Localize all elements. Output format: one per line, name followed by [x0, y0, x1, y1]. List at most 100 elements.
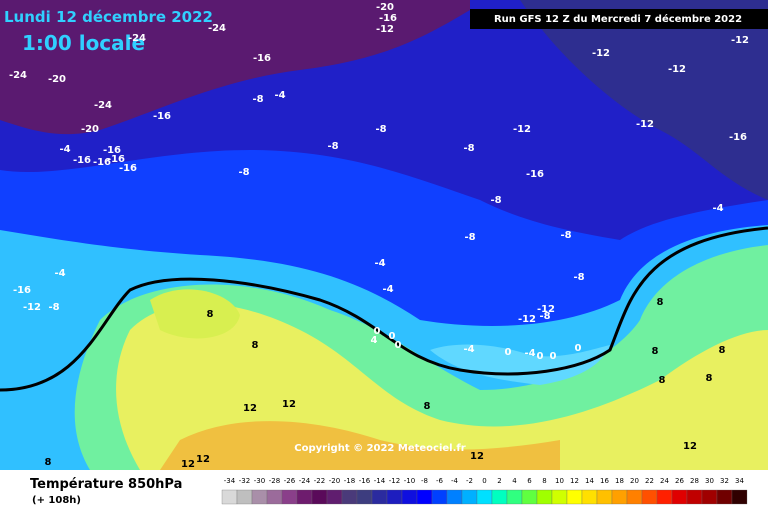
scale-swatch — [581, 489, 598, 505]
isotherm-label: -4 — [54, 268, 65, 279]
scale-swatch — [311, 489, 328, 505]
isotherm-label: -20 — [48, 74, 66, 85]
scale-swatch — [431, 489, 448, 505]
scale-label: -12 — [389, 477, 400, 485]
isotherm-label: 4 — [371, 335, 378, 346]
scale-label: 16 — [600, 477, 609, 485]
scale-swatch — [266, 489, 283, 505]
scale-label: 30 — [705, 477, 714, 485]
isotherm-label: -8 — [252, 94, 263, 105]
isotherm-label: -16 — [526, 169, 544, 180]
isotherm-label: 12 — [196, 454, 210, 465]
isotherm-label: -4 — [463, 344, 474, 355]
scale-swatch — [491, 489, 508, 505]
isotherm-label: -4 — [382, 284, 393, 295]
isotherm-label: -12 — [731, 35, 749, 46]
sea-zone — [430, 344, 610, 385]
scale-label: -30 — [254, 477, 265, 485]
scale-label: -14 — [374, 477, 386, 485]
scale-swatch — [296, 489, 313, 505]
scale-swatch — [686, 489, 703, 505]
isotherm-label: -16 — [93, 157, 111, 168]
isotherm-label: -4 — [59, 144, 70, 155]
scale-label: 32 — [720, 477, 729, 485]
isotherm-label: -4 — [274, 90, 285, 101]
isotherm-label: 12 — [683, 441, 697, 452]
isotherm-label: 12 — [181, 459, 195, 470]
isotherm-label: -24 — [94, 100, 112, 111]
scale-label: 26 — [675, 477, 684, 485]
isotherm-label: -8 — [560, 230, 571, 241]
scale-label: 2 — [497, 477, 501, 485]
scale-label: 10 — [555, 477, 564, 485]
scale-swatch — [356, 489, 373, 505]
scale-label: 0 — [482, 477, 486, 485]
zero-isotherm — [0, 226, 768, 392]
lead-time: (+ 108h) — [32, 495, 81, 506]
scale-label: -26 — [284, 477, 296, 485]
scale-swatch — [716, 489, 733, 505]
scale-label: -18 — [344, 477, 355, 485]
valid-time: 1:00 locale — [22, 31, 145, 55]
isotherm-label: -8 — [464, 232, 475, 243]
scale-swatch — [251, 489, 268, 505]
isotherm-label: 0 — [575, 343, 582, 354]
isotherm-label: -8 — [490, 195, 501, 206]
isotherm-label: -4 — [712, 203, 723, 214]
warm-core — [150, 289, 240, 339]
scale-swatch — [341, 489, 358, 505]
scale-label: 8 — [542, 477, 546, 485]
valid-date: Lundi 12 décembre 2022 — [4, 8, 213, 26]
scale-swatch — [461, 489, 478, 505]
isotherm-label: -8 — [238, 167, 249, 178]
scale-swatch — [641, 489, 658, 505]
isotherm-label: -20 — [81, 124, 99, 135]
scale-label: -4 — [451, 477, 459, 485]
isotherm-label: -16 — [153, 111, 171, 122]
scale-swatch — [626, 489, 643, 505]
isotherm-label: 8 — [252, 340, 259, 351]
isotherm-label: 8 — [706, 373, 713, 384]
isotherm-label: -8 — [539, 311, 550, 322]
isotherm-label: -16 — [379, 13, 397, 24]
scale-swatch — [371, 489, 388, 505]
scale-swatch — [521, 489, 538, 505]
scale-swatch — [446, 489, 463, 505]
scale-swatch — [566, 489, 583, 505]
run-info: Run GFS 12 Z du Mercredi 7 décembre 2022 — [494, 13, 742, 25]
scale-swatch — [551, 489, 568, 505]
scale-label: -8 — [421, 477, 428, 485]
isotherm-label: 0 — [505, 347, 512, 358]
isotherm-label: -12 — [376, 24, 394, 35]
scale-label: -32 — [239, 477, 250, 485]
isotherm-label: -12 — [636, 119, 654, 130]
scale-swatch — [281, 489, 298, 505]
scale-swatch — [221, 489, 238, 505]
scale-swatch — [671, 489, 688, 505]
scale-swatch — [476, 489, 493, 505]
isotherm-label: -16 — [253, 53, 271, 64]
scale-swatch — [236, 489, 253, 505]
scale-label: -6 — [436, 477, 444, 485]
isotherm-label: 0 — [374, 326, 381, 337]
scale-label: -24 — [299, 477, 311, 485]
scale-label: 22 — [645, 477, 654, 485]
isotherm-label: -16 — [13, 285, 31, 296]
scale-label: -10 — [404, 477, 415, 485]
scale-label: 28 — [690, 477, 699, 485]
isotherm-label: -12 — [668, 64, 686, 75]
scale-swatch — [416, 489, 433, 505]
scale-swatch — [611, 489, 628, 505]
isotherm-label: -12 — [592, 48, 610, 59]
scale-label: -34 — [224, 477, 236, 485]
scale-swatch — [401, 489, 418, 505]
isotherm-label: 8 — [719, 345, 726, 356]
scale-label: 14 — [585, 477, 594, 485]
scale-label: 18 — [615, 477, 624, 485]
scale-label: 4 — [512, 477, 517, 485]
scale-label: -22 — [314, 477, 325, 485]
hot-zone — [160, 421, 560, 470]
isotherm-label: 8 — [424, 401, 431, 412]
isotherm-label: 12 — [470, 451, 484, 462]
